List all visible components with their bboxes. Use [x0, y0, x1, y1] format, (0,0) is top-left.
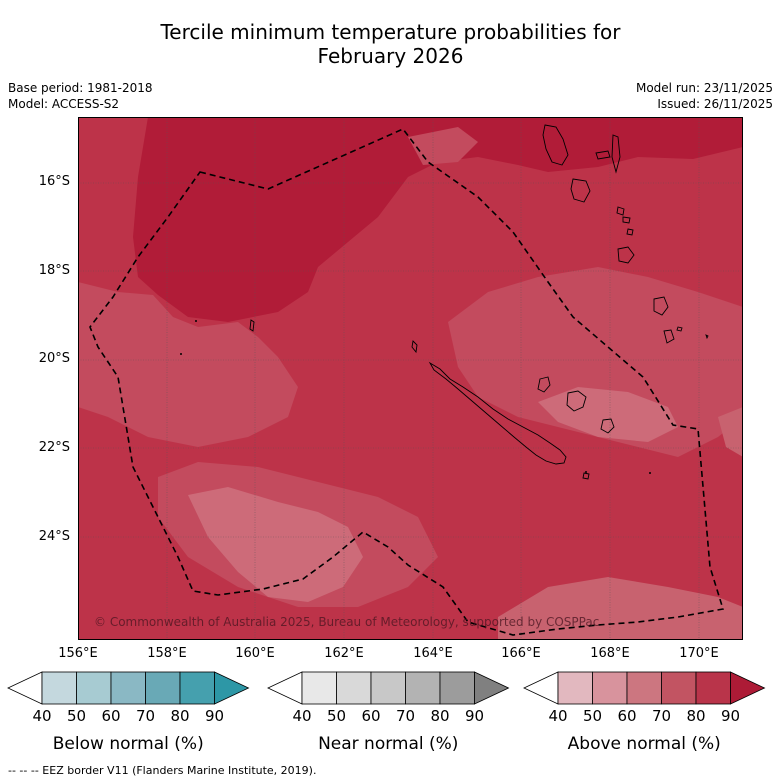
legend-segment: [439, 671, 475, 705]
legend-tick-label: 70: [652, 707, 671, 725]
legend-tick-label: 40: [548, 707, 567, 725]
graticule: [78, 117, 743, 640]
legend-tick-label: 80: [686, 707, 705, 725]
base-period: Base period: 1981-2018: [8, 81, 153, 95]
lon-label-168e: 168°E: [590, 646, 630, 661]
legend-segment: [110, 671, 146, 705]
lat-label-24s: 24°S: [38, 529, 70, 544]
lightest-region-southeast: [498, 577, 743, 640]
small-reef-dot: [649, 472, 651, 474]
legend-low-extension: [7, 671, 43, 705]
lon-label-158e: 158°E: [147, 646, 187, 661]
legend-segment: [336, 671, 372, 705]
meta-left: Base period: 1981-2018 Model: ACCESS-S2: [8, 80, 153, 112]
lightest-region-central: [538, 387, 678, 442]
legend-tick-label: 90: [721, 707, 740, 725]
small-reef-dot: [585, 471, 587, 473]
new-caledonia-island: [428, 361, 567, 465]
legend-tick-label: 50: [583, 707, 602, 725]
legend-segment: [405, 671, 441, 705]
vanuatu-small-islands: [616, 206, 634, 236]
small-reef-dot: [180, 353, 182, 355]
legend-tick-label: 40: [292, 707, 311, 725]
lon-label-156e: 156°E: [58, 646, 98, 661]
lightest-region-east: [718, 407, 743, 457]
legend-segment: [695, 671, 731, 705]
legend-segment: [41, 671, 77, 705]
legend-tick-label: 70: [396, 707, 415, 725]
lon-label-160e: 160°E: [235, 646, 275, 661]
ouvea-island: [537, 376, 551, 393]
legend-tick-label: 80: [170, 707, 189, 725]
legend-tick-label: 80: [430, 707, 449, 725]
lat-label-22s: 22°S: [38, 440, 70, 455]
legend-tick-label: 40: [32, 707, 51, 725]
legend-tick-label: 50: [327, 707, 346, 725]
lon-label-162e: 162°E: [324, 646, 364, 661]
hunter-matthew-islands: [676, 326, 709, 340]
issued-date: Issued: 26/11/2025: [657, 97, 773, 111]
legend-segment: [179, 671, 215, 705]
legend-high-extension: [474, 671, 510, 705]
lat-label-16s: 16°S: [38, 174, 70, 189]
copyright-notice: © Commonwealth of Australia 2025, Bureau…: [94, 615, 599, 629]
legend-high-extension: [214, 671, 250, 705]
legend-segment: [301, 671, 337, 705]
legend-title: Near normal (%): [318, 734, 458, 754]
lighter-region-northeast: [408, 127, 478, 165]
legend-1: 40 50 60 70 80 90 Near normal (%): [267, 671, 510, 754]
erromango-island: [653, 296, 669, 316]
map-title: Tercile minimum temperature probabilitie…: [0, 20, 781, 68]
lighter-region-west: [78, 282, 298, 447]
legend-segment: [76, 671, 112, 705]
legend-segment: [370, 671, 406, 705]
mare-island: [600, 418, 615, 434]
title-line-1: Tercile minimum temperature probabilitie…: [160, 20, 621, 44]
legend-tick-label: 60: [101, 707, 120, 725]
legend-tick-label: 50: [67, 707, 86, 725]
lat-label-20s: 20°S: [38, 351, 70, 366]
lon-label-164e: 164°E: [413, 646, 453, 661]
legend-segment: [592, 671, 628, 705]
lightest-region-south: [188, 487, 363, 602]
lifou-island: [566, 390, 587, 412]
legend-segment: [661, 671, 697, 705]
small-reef-dot: [195, 320, 197, 322]
legend-segment: [626, 671, 662, 705]
map-panel: © Commonwealth of Australia 2025, Bureau…: [78, 117, 743, 640]
espiritu-santo-island: [542, 124, 569, 166]
legend-segment: [145, 671, 181, 705]
legend-tick-label: 90: [465, 707, 484, 725]
legend-title: Above normal (%): [568, 734, 721, 754]
legend-high-extension: [730, 671, 766, 705]
legend-title: Below normal (%): [53, 734, 204, 754]
tanna-island: [663, 329, 675, 344]
legend-tick-label: 70: [136, 707, 155, 725]
model-name: Model: ACCESS-S2: [8, 97, 120, 111]
eez-footer-note: -- -- -- EEZ border V11 (Flanders Marine…: [8, 764, 317, 777]
isle-of-pines: [582, 472, 590, 480]
lat-label-18s: 18°S: [38, 263, 70, 278]
model-run: Model run: 23/11/2025: [635, 81, 773, 95]
legend-low-extension: [523, 671, 559, 705]
ambae-island: [595, 150, 611, 160]
title-line-2: February 2026: [317, 44, 464, 68]
efate-island: [617, 246, 635, 264]
maewo-island: [611, 134, 621, 174]
lon-label-170e: 170°E: [679, 646, 719, 661]
lon-label-166e: 166°E: [501, 646, 541, 661]
legend-segment: [557, 671, 593, 705]
legend-tick-label: 90: [205, 707, 224, 725]
meta-right: Model run: 23/11/2025 Issued: 26/11/2025: [636, 80, 773, 112]
chesterfield-reef: [249, 319, 255, 332]
legend-tick-label: 60: [617, 707, 636, 725]
malekula-island: [570, 178, 591, 203]
eez-border: [89, 128, 725, 636]
legend-tick-label: 60: [361, 707, 380, 725]
legend-low-extension: [267, 671, 303, 705]
belep-islands: [411, 340, 418, 354]
